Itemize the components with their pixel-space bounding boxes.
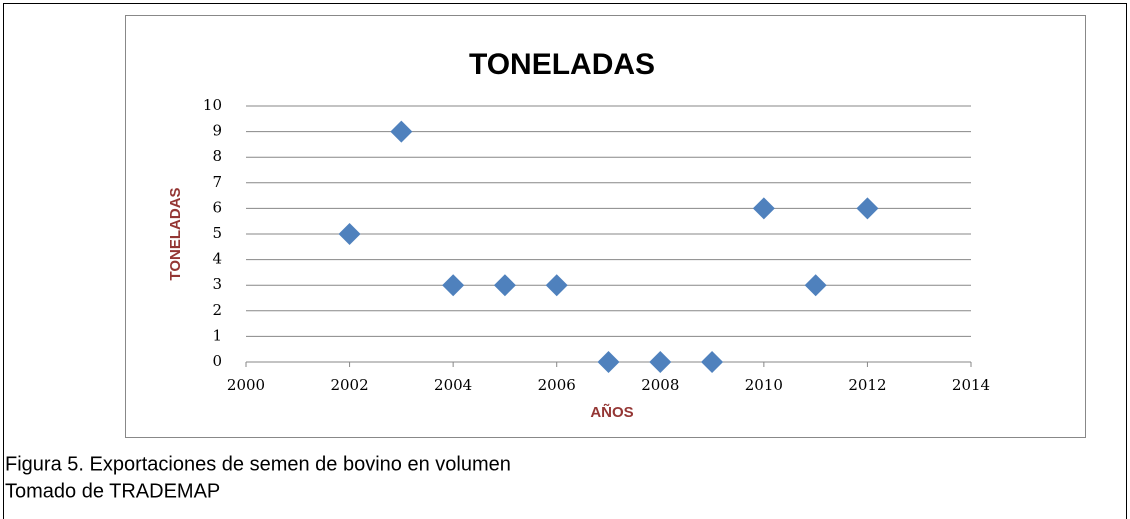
point [701,351,724,373]
point [752,197,775,220]
x-tick-label: 2012 [848,376,886,394]
point [856,197,879,220]
y-tick-label: 5 [212,224,222,242]
caption-line: Figura 5. Exportaciones de semen de bovi… [5,453,511,475]
y-tick-label: 0 [212,352,222,370]
chart-title: TONELADAS [469,48,655,81]
x-tick-label: 2002 [330,376,368,394]
y-tick-label: 4 [212,250,222,268]
y-tick-label: 2 [212,301,222,319]
point [597,351,620,373]
y-tick-label: 3 [212,275,222,293]
x-tick-label: 2004 [434,376,472,394]
point [442,274,465,297]
point [493,274,516,297]
caption-line: Tomado de TRADEMAP [5,480,220,502]
y-tick-label: 1 [212,326,222,344]
x-tick-label: 2000 [227,376,265,394]
point [338,223,361,245]
x-tick-label: 2014 [952,376,990,394]
y-tick-label: 7 [212,173,222,191]
point [390,120,413,143]
y-tick-label: 6 [212,198,222,216]
x-tick-label: 2010 [745,376,783,394]
point [804,274,827,297]
y-axis-label: TONELADAS [167,187,184,280]
x-tick-label: 2006 [538,376,576,394]
chart-border [125,15,1086,438]
figure-border [3,3,1127,519]
point [649,351,672,373]
x-tick-label: 2008 [641,376,679,394]
y-tick-label: 8 [212,147,222,165]
x-axis-label: AÑOS [590,403,633,421]
point [545,274,568,297]
y-tick-label: 9 [212,122,222,140]
y-tick-label: 10 [203,96,222,114]
